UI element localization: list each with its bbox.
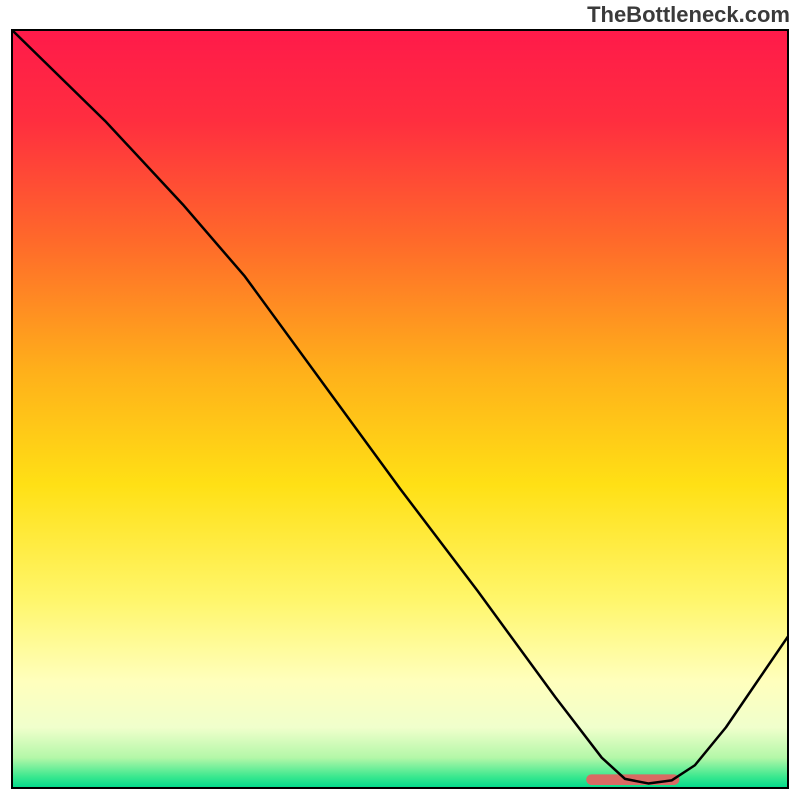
bottleneck-chart	[0, 0, 800, 800]
watermark-text: TheBottleneck.com	[587, 2, 790, 28]
figure: TheBottleneck.com	[0, 0, 800, 800]
chart-background	[12, 30, 788, 788]
